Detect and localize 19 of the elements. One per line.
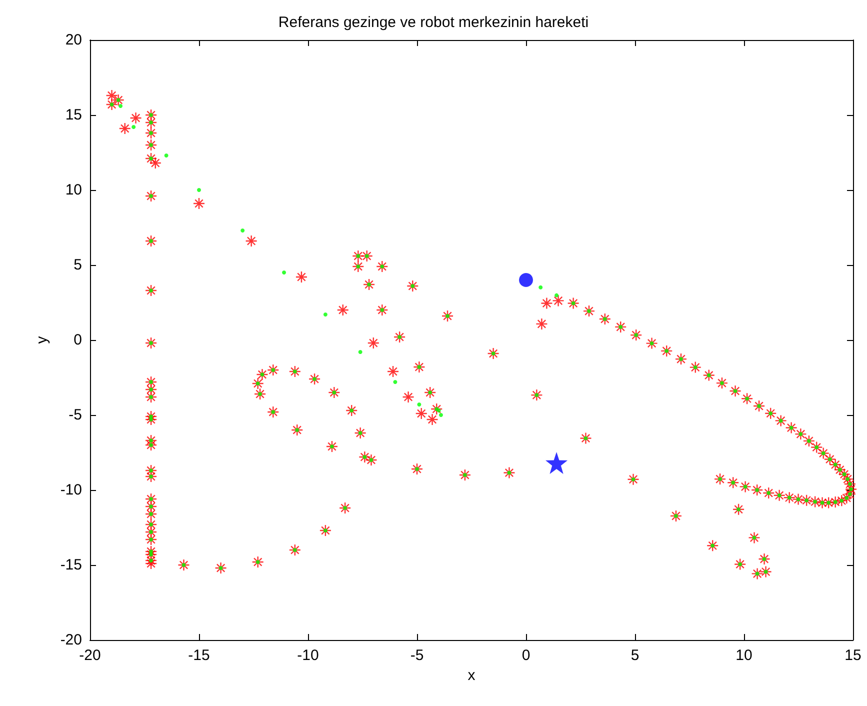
- chart-title: Referans gezinge ve robot merkezinin hareketi: [278, 14, 589, 31]
- x-tick-label: 10: [736, 647, 752, 664]
- y-tick-label: 0: [74, 332, 82, 348]
- y-tick-label: 10: [65, 182, 82, 198]
- y-tick-label: 20: [65, 32, 82, 48]
- y-axis-title: y: [33, 336, 50, 344]
- x-tick-label: -5: [410, 647, 424, 664]
- x-tick-label: -15: [188, 647, 210, 664]
- y-tick-label: -10: [60, 482, 82, 498]
- x-tick-label: 5: [630, 647, 640, 664]
- y-tick-label: -5: [68, 406, 82, 424]
- x-tick-label: 15: [844, 647, 862, 664]
- x-tick-label: -10: [297, 647, 319, 664]
- y-tick-label: 5: [74, 256, 82, 274]
- x-tick-label: 0: [522, 647, 530, 664]
- y-tick-label: -15: [60, 556, 82, 574]
- y-tick-label: -20: [60, 632, 82, 648]
- y-tick-label: 15: [65, 106, 82, 124]
- x-axis-title: x: [468, 666, 476, 684]
